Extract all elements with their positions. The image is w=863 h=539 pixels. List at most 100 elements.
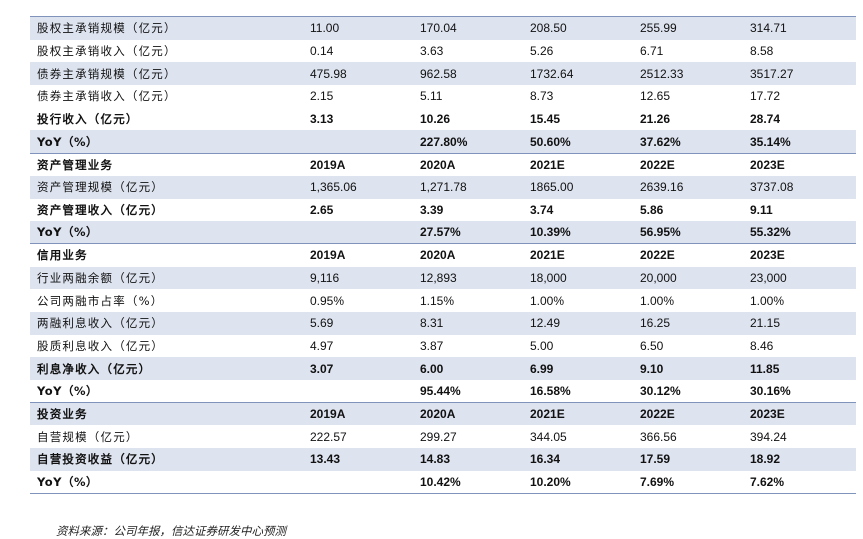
table-cell: 30.16%: [746, 380, 856, 404]
table-cell: 0.14: [310, 44, 334, 59]
table-cell: 394.24: [750, 429, 787, 444]
table-row: 自营投资收益（亿元） 13.43 14.83 16.34 17.59 18.92: [30, 448, 856, 471]
table-cell: 5.86: [640, 202, 664, 217]
table-cell: 227.80%: [416, 130, 526, 154]
row-label: 股权主承销收入（亿元）: [37, 44, 177, 59]
table-row: 股权主承销收入（亿元） 0.14 3.63 5.26 6.71 8.58: [30, 40, 856, 63]
table-cell: 2020A: [416, 402, 526, 426]
table-cell: 2023E: [746, 243, 856, 267]
table-row: 利息净收入（亿元） 3.07 6.00 6.99 9.10 11.85: [30, 357, 856, 380]
table-cell: 6.99: [526, 357, 636, 380]
table-cell: 299.27: [420, 429, 457, 444]
row-label: 信用业务: [30, 243, 306, 267]
table-cell: 50.60%: [526, 130, 636, 154]
table-cell: [306, 380, 416, 404]
table-cell: 5.26: [530, 44, 554, 59]
table-cell: 208.50: [526, 17, 636, 40]
table-cell: 2512.33: [636, 62, 746, 86]
table-cell: 8.31: [416, 311, 526, 335]
table-cell: 10.39%: [526, 221, 636, 245]
table-row: 债券主承销收入（亿元） 2.15 5.11 8.73 12.65 17.72: [30, 85, 856, 108]
table-cell: 4.97: [310, 338, 334, 353]
table-row: 股权主承销规模（亿元） 11.00 170.04 208.50 255.99 314.71: [30, 17, 856, 40]
table-cell: 20,000: [636, 266, 746, 290]
table-cell: 95.44%: [416, 380, 526, 404]
table-cell: 5.00: [530, 338, 554, 353]
forecast-table-container: 股权主承销规模（亿元） 11.00 170.04 208.50 255.99 314.71…: [30, 17, 856, 494]
table-cell: 255.99: [636, 17, 746, 40]
row-label: 债券主承销规模（亿元）: [30, 62, 306, 86]
table-cell: 10.42%: [416, 470, 526, 494]
table-cell: 2019A: [306, 152, 416, 176]
table-cell: 2019A: [306, 402, 416, 426]
table-cell: 11.00: [306, 17, 416, 40]
table-cell: 962.58: [416, 62, 526, 86]
row-label: YoY（%）: [30, 380, 306, 404]
table-cell: 18,000: [526, 266, 636, 290]
row-label: YoY（%）: [30, 470, 306, 494]
table-row: 资产管理收入（亿元） 2.65 3.39 3.74 5.86 9.11: [30, 199, 856, 222]
row-label: 资产管理收入（亿元）: [37, 202, 164, 217]
table-cell: 28.74: [750, 112, 781, 127]
table-cell: 15.45: [530, 112, 561, 127]
table-cell: 2023E: [746, 402, 856, 426]
table-cell: 35.14%: [746, 130, 856, 154]
table-cell: 1865.00: [526, 175, 636, 199]
table-cell: 2021E: [526, 152, 636, 176]
table-cell: 1,271.78: [416, 175, 526, 199]
row-label: 投行收入（亿元）: [37, 112, 139, 127]
table-cell: 3517.27: [746, 62, 856, 86]
table-cell: [306, 130, 416, 154]
table-cell: 7.62%: [746, 470, 856, 494]
table-cell: 17.72: [750, 89, 781, 104]
row-label: 资产管理业务: [30, 152, 306, 176]
table-cell: 21.26: [640, 112, 671, 127]
table-body: 股权主承销规模（亿元） 11.00 170.04 208.50 255.99 314.71…: [30, 17, 856, 494]
business-forecast-table: 股权主承销规模（亿元） 11.00 170.04 208.50 255.99 314.71…: [30, 17, 856, 494]
table-cell: 2022E: [636, 402, 746, 426]
table-cell: 2020A: [416, 243, 526, 267]
table-cell: 366.56: [640, 429, 677, 444]
table-cell: 12,893: [416, 266, 526, 290]
table-cell: 2019A: [306, 243, 416, 267]
table-cell: 1.00%: [640, 293, 675, 308]
table-cell: 3737.08: [746, 175, 856, 199]
table-cell: 314.71: [746, 17, 856, 40]
table-cell: 6.00: [416, 357, 526, 380]
row-label: 自营规模（亿元）: [37, 429, 139, 444]
table-cell: 12.49: [526, 311, 636, 335]
table-row: YoY（%） 95.44% 16.58% 30.12% 30.16%: [30, 380, 856, 404]
table-cell: 5.11: [420, 89, 443, 104]
table-cell: 8.46: [750, 338, 774, 353]
table-cell: 2020A: [416, 152, 526, 176]
table-cell: 2.15: [310, 89, 334, 104]
section-header-row: 信用业务 2019A 2020A 2021E 2022E 2023E: [30, 243, 856, 267]
table-cell: 344.05: [530, 429, 567, 444]
table-cell: 8.58: [750, 44, 774, 59]
table-cell: 21.15: [746, 311, 856, 335]
table-cell: 27.57%: [416, 221, 526, 245]
table-cell: 10.20%: [526, 470, 636, 494]
row-label: 利息净收入（亿元）: [30, 357, 306, 380]
table-cell: [306, 470, 416, 494]
table-cell: 2022E: [636, 152, 746, 176]
source-note: 资料来源：公司年报，信达证券研发中心预测: [56, 524, 286, 538]
table-cell: 3.07: [306, 357, 416, 380]
table-cell: 2023E: [746, 152, 856, 176]
row-label: YoY（%）: [30, 130, 306, 154]
table-cell: 0.95%: [310, 293, 345, 308]
table-cell: 18.92: [746, 448, 856, 471]
table-cell: 222.57: [310, 429, 347, 444]
table-cell: 2021E: [526, 402, 636, 426]
table-cell: 30.12%: [636, 380, 746, 404]
table-cell: 16.34: [526, 448, 636, 471]
table-cell: 37.62%: [636, 130, 746, 154]
row-label: 公司两融市占率（%）: [37, 293, 164, 308]
table-cell: 10.26: [420, 112, 451, 127]
table-top-rule: [30, 16, 856, 17]
table-row: YoY（%） 227.80% 50.60% 37.62% 35.14%: [30, 130, 856, 154]
table-row: 股质利息收入（亿元） 4.97 3.87 5.00 6.50 8.46: [30, 335, 856, 358]
table-cell: 55.32%: [746, 221, 856, 245]
table-row: YoY（%） 27.57% 10.39% 56.95% 55.32%: [30, 221, 856, 245]
table-cell: 5.69: [306, 311, 416, 335]
